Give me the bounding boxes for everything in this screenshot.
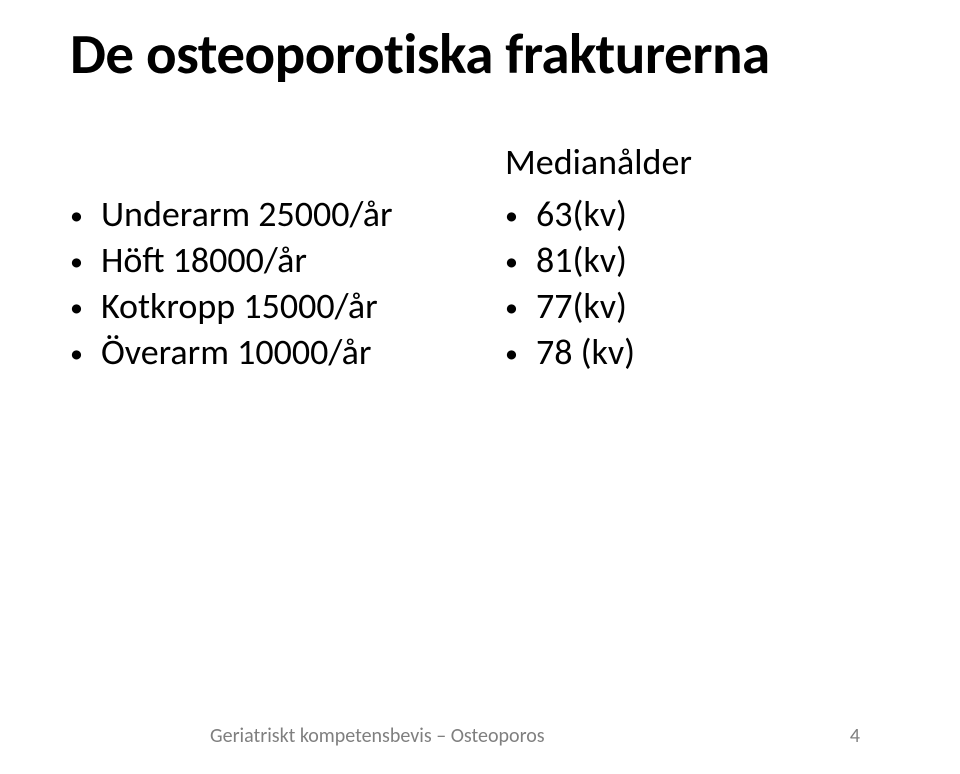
list-item-label: 63(kv) (536, 191, 627, 237)
list-item-label: Överarm 10000/år (101, 329, 371, 375)
footer-text: Geriatriskt kompetensbevis – Osteoporos (210, 724, 545, 748)
right-list: • 63(kv) • 81(kv) • 77(kv) • 78 (kv) (505, 191, 900, 375)
slide-title: De osteoporotiska frakturerna (70, 20, 900, 89)
list-item: • 78 (kv) (505, 329, 900, 375)
left-column: • Underarm 25000/år • Höft 18000/år • Kotkr… (60, 139, 465, 375)
list-item-label: 81(kv) (536, 237, 627, 283)
page-number: 4 (850, 724, 860, 748)
bullet-icon: • (70, 294, 83, 320)
bullet-icon: • (505, 248, 518, 274)
list-item: • Höft 18000/år (70, 237, 465, 283)
bullet-icon: • (505, 202, 518, 228)
bullet-icon: • (70, 248, 83, 274)
slide-footer: Geriatriskt kompetensbevis – Osteoporos … (0, 724, 960, 748)
list-item: • 77(kv) (505, 283, 900, 329)
list-item: • 63(kv) (505, 191, 900, 237)
list-item: • Kotkropp 15000/år (70, 283, 465, 329)
list-item-label: Höft 18000/år (101, 237, 307, 283)
footer-inner: Geriatriskt kompetensbevis – Osteoporos … (70, 724, 890, 748)
bullet-icon: • (70, 340, 83, 366)
content-columns: • Underarm 25000/år • Höft 18000/år • Kotkr… (60, 139, 900, 375)
right-column-header: Medianålder (505, 139, 900, 185)
list-item: • Överarm 10000/år (70, 329, 465, 375)
list-item: • Underarm 25000/år (70, 191, 465, 237)
list-item-label: 78 (kv) (536, 329, 635, 375)
list-item-label: Underarm 25000/år (101, 191, 393, 237)
list-item-label: 77(kv) (536, 283, 627, 329)
bullet-icon: • (505, 294, 518, 320)
slide: De osteoporotiska frakturerna • Underarm … (0, 0, 960, 774)
bullet-icon: • (70, 202, 83, 228)
list-item: • 81(kv) (505, 237, 900, 283)
bullet-icon: • (505, 340, 518, 366)
list-item-label: Kotkropp 15000/år (101, 283, 378, 329)
left-list: • Underarm 25000/år • Höft 18000/år • Kotkr… (70, 191, 465, 375)
right-column: Medianålder • 63(kv) • 81(kv) • 77(kv) • 78 … (465, 139, 900, 375)
